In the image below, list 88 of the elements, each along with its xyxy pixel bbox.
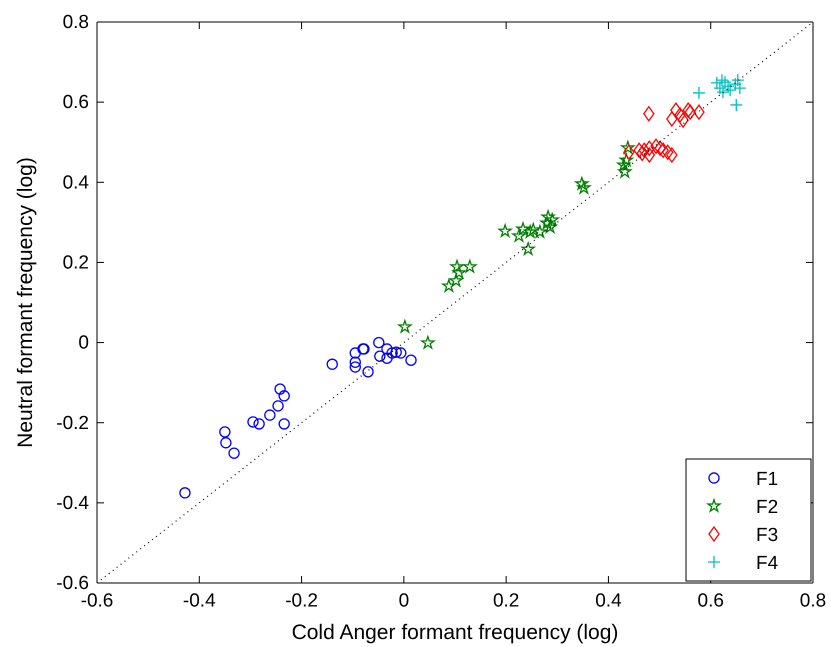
point [350, 361, 361, 373]
point [618, 164, 632, 178]
x-tick-label: 0.8 [800, 590, 826, 612]
point [621, 140, 635, 154]
x-tick-label: -0.4 [182, 590, 216, 612]
y-tick-label: 0.6 [62, 92, 89, 114]
point [463, 260, 477, 273]
point [643, 106, 654, 122]
point [350, 347, 361, 359]
point [533, 224, 547, 238]
point [219, 426, 231, 438]
x-tick-label: 0.6 [698, 590, 724, 612]
point [521, 242, 535, 255]
legend-label: F2 [756, 497, 778, 518]
y-tick-label: 0.8 [62, 12, 89, 34]
point [636, 146, 648, 162]
y-tick-label: 0.2 [62, 252, 89, 274]
point [390, 346, 402, 358]
point [516, 222, 530, 235]
point [405, 354, 417, 366]
point [253, 418, 265, 430]
point [278, 418, 290, 430]
point [395, 347, 406, 359]
point [272, 400, 284, 412]
point [512, 229, 526, 242]
y-axis-title: Neutral formant frequency (log) [14, 157, 37, 448]
point [498, 224, 512, 237]
point [662, 144, 674, 160]
point [326, 358, 338, 370]
point [274, 383, 286, 395]
point [278, 390, 290, 402]
point [442, 279, 456, 292]
point [398, 320, 412, 333]
point [179, 487, 191, 499]
y-tick-label: -0.2 [56, 412, 89, 434]
point [374, 350, 386, 362]
point [644, 140, 655, 156]
point [449, 274, 463, 287]
point [450, 260, 464, 273]
point [362, 366, 374, 378]
point [650, 138, 662, 154]
point [620, 153, 633, 166]
point [247, 416, 259, 428]
point [666, 147, 678, 163]
y-tick-label: 0 [78, 332, 89, 354]
point [541, 210, 555, 223]
point [654, 140, 666, 156]
point [220, 437, 232, 448]
y-tick-label: -0.4 [56, 492, 90, 514]
point [692, 86, 706, 100]
point [731, 73, 744, 87]
point [674, 107, 686, 123]
point [577, 180, 591, 194]
x-tick-label: -0.2 [285, 590, 318, 612]
point [623, 144, 635, 160]
point [350, 356, 361, 368]
point [421, 336, 435, 349]
point [543, 220, 557, 233]
point [381, 352, 393, 364]
point [228, 447, 240, 459]
point [386, 347, 398, 359]
point [452, 266, 466, 279]
x-tick-label: 0 [398, 590, 410, 612]
point [644, 147, 655, 163]
point [658, 142, 669, 158]
x-tick-label: 0.4 [595, 590, 622, 612]
point [373, 336, 384, 348]
x-tick-label: 0.2 [492, 590, 520, 612]
point [575, 176, 589, 190]
point [633, 142, 645, 158]
x-axis-title: Cold Anger formant frequency (log) [292, 621, 618, 644]
point [526, 222, 540, 236]
point [666, 111, 678, 127]
legend-label: F3 [756, 525, 778, 546]
point [693, 104, 705, 120]
point [638, 142, 650, 158]
point [617, 158, 630, 171]
point [264, 409, 276, 421]
legend-label: F4 [756, 553, 779, 574]
point [381, 343, 393, 355]
point [540, 216, 554, 229]
legend-label: F1 [756, 469, 778, 490]
y-tick-label: 0.4 [62, 172, 90, 194]
point [670, 102, 682, 118]
point [524, 224, 537, 238]
point [730, 98, 743, 112]
point [546, 212, 559, 226]
point [677, 112, 689, 128]
